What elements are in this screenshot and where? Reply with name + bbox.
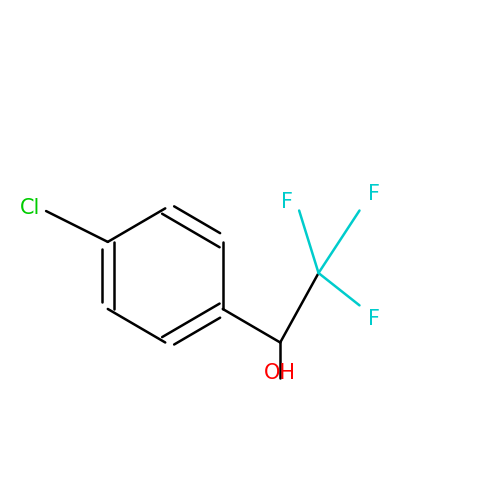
Text: F: F: [281, 192, 294, 212]
Text: F: F: [368, 184, 380, 204]
Text: F: F: [368, 308, 380, 329]
Text: Cl: Cl: [20, 198, 41, 218]
Text: OH: OH: [264, 363, 296, 383]
